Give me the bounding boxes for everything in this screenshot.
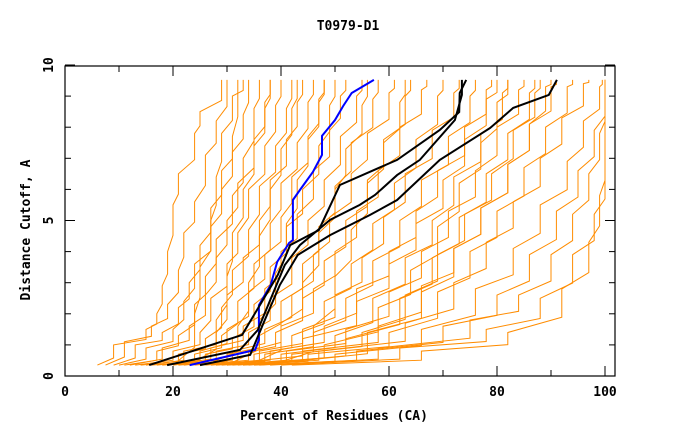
- y-tick-label: 10: [42, 57, 57, 73]
- model-line: [259, 79, 552, 366]
- y-tick-label: 0: [42, 372, 57, 380]
- model-line: [189, 79, 412, 366]
- model-line: [232, 79, 541, 366]
- model-line: [135, 79, 282, 366]
- x-tick-label: 80: [489, 385, 505, 400]
- highlight-model-line: [189, 79, 375, 367]
- model-line: [243, 79, 536, 366]
- model-line: [97, 79, 223, 366]
- model-line: [105, 79, 228, 366]
- model-line: [140, 79, 293, 366]
- x-tick-label: 100: [593, 385, 617, 400]
- axis-ticks: 0 20 40 60 80 100 0 5 10: [42, 57, 617, 400]
- x-tick-label: 0: [61, 385, 69, 400]
- model-line: [291, 79, 606, 366]
- model-line: [172, 79, 363, 366]
- model-line: [248, 79, 590, 366]
- model-line: [183, 79, 395, 366]
- reference-lines: [148, 79, 558, 367]
- model-line: [270, 79, 406, 366]
- chart-title: T0979-D1: [317, 19, 380, 34]
- reference-2-line: [166, 79, 463, 367]
- model-line: [167, 79, 347, 366]
- x-tick-label: 20: [165, 385, 181, 400]
- model-line: [253, 79, 603, 366]
- model-line: [178, 79, 379, 366]
- model-line: [205, 79, 298, 366]
- reference-3-line: [199, 79, 558, 367]
- x-axis-label: Percent of Residues (CA): [240, 409, 428, 424]
- model-line: [216, 79, 498, 366]
- y-tick-label: 5: [42, 217, 57, 225]
- model-line: [145, 79, 304, 366]
- x-tick-label: 40: [273, 385, 289, 400]
- model-lines: [97, 79, 606, 366]
- x-tick-label: 60: [381, 385, 397, 400]
- model-line: [226, 79, 509, 366]
- model-line: [188, 79, 271, 366]
- model-line: [194, 79, 428, 366]
- model-line: [113, 79, 239, 366]
- model-line: [118, 79, 250, 366]
- y-axis-label: Distance Cutoff, A: [19, 159, 34, 300]
- reference-1-line: [148, 79, 468, 367]
- model-line: [172, 79, 244, 366]
